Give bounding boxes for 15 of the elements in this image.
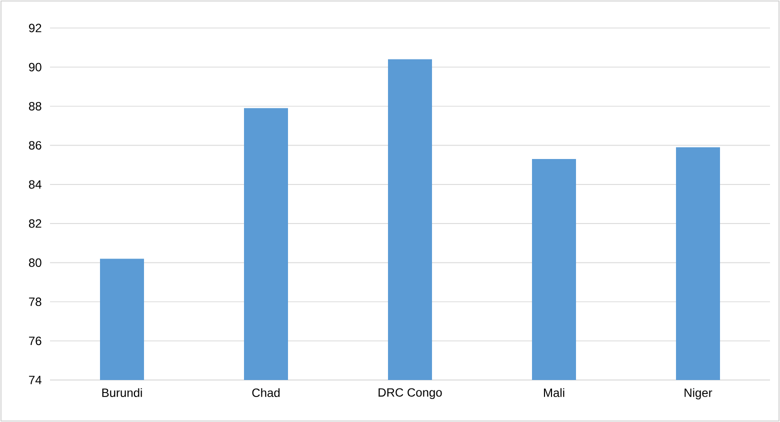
y-tick-label: 74 bbox=[29, 376, 42, 384]
x-tick-label: Chad bbox=[252, 388, 280, 398]
y-tick-label: 80 bbox=[28, 258, 42, 267]
y-tick-label: 84 bbox=[28, 180, 42, 189]
y-tick-label: 86 bbox=[28, 141, 42, 150]
y-tick-label: 82 bbox=[28, 219, 42, 228]
y-tick-label: 90 bbox=[29, 62, 42, 72]
y-tick-label: 78 bbox=[29, 298, 42, 306]
x-tick-label: Mali bbox=[544, 388, 564, 398]
y-tick-label: 92 bbox=[29, 24, 42, 32]
x-tick-label: DRC Congo bbox=[378, 388, 442, 400]
y-tick-label: 88 bbox=[28, 102, 42, 110]
y-tick-label: 76 bbox=[29, 336, 42, 346]
x-tick-label: Niger bbox=[684, 388, 712, 400]
x-tick-label: Burundi bbox=[102, 388, 142, 398]
